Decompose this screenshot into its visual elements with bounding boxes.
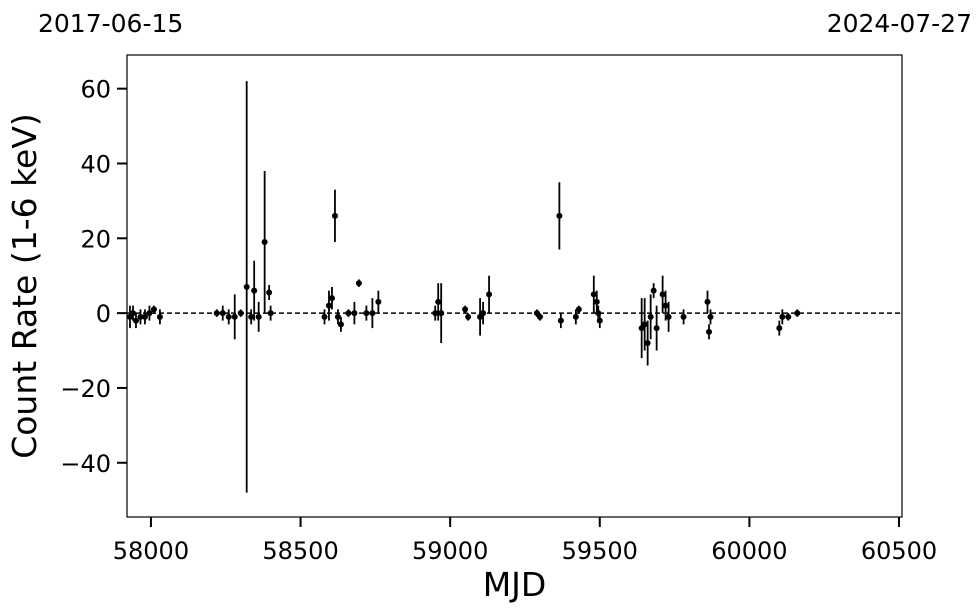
x-tick-label: 60500 bbox=[861, 537, 937, 565]
data-point bbox=[665, 313, 672, 320]
data-point bbox=[337, 321, 344, 328]
data-point bbox=[650, 287, 657, 294]
data-point bbox=[593, 298, 600, 305]
x-tick-label: 58000 bbox=[113, 537, 189, 565]
y-tick-label: −20 bbox=[60, 375, 111, 403]
data-point bbox=[225, 313, 232, 320]
data-point bbox=[590, 291, 597, 298]
y-axis-label: Count Rate (1-6 keV) bbox=[5, 113, 44, 459]
data-point bbox=[321, 313, 328, 320]
data-point bbox=[557, 317, 564, 324]
x-tick-label: 60000 bbox=[711, 537, 787, 565]
data-point bbox=[659, 291, 666, 298]
data-point bbox=[662, 302, 669, 309]
data-point bbox=[653, 325, 660, 332]
data-point bbox=[132, 317, 139, 324]
data-point bbox=[644, 340, 651, 347]
data-point bbox=[707, 313, 714, 320]
data-point bbox=[596, 317, 603, 324]
y-tick-label: 0 bbox=[96, 300, 111, 328]
data-point bbox=[251, 287, 258, 294]
data-point bbox=[266, 289, 273, 296]
y-tick-label: 20 bbox=[80, 225, 111, 253]
data-point bbox=[219, 310, 226, 317]
data-point bbox=[334, 313, 341, 320]
data-point bbox=[375, 298, 382, 305]
data-point bbox=[255, 313, 262, 320]
data-point bbox=[363, 310, 370, 317]
data-point bbox=[355, 280, 362, 287]
data-point bbox=[705, 328, 712, 335]
plot-frame bbox=[126, 54, 903, 518]
data-point bbox=[785, 313, 792, 320]
data-point bbox=[776, 325, 783, 332]
data-point bbox=[556, 212, 563, 219]
data-point bbox=[438, 310, 445, 317]
data-point bbox=[156, 313, 163, 320]
data-point bbox=[462, 306, 469, 313]
data-point bbox=[779, 313, 786, 320]
data-point bbox=[213, 310, 220, 317]
data-point bbox=[150, 306, 157, 313]
data-point bbox=[647, 313, 654, 320]
y-tick-label: 60 bbox=[80, 76, 111, 104]
data-point bbox=[794, 310, 801, 317]
data-point bbox=[536, 313, 543, 320]
data-point bbox=[146, 310, 153, 317]
data-point bbox=[345, 310, 352, 317]
data-point bbox=[435, 298, 442, 305]
data-point bbox=[704, 298, 711, 305]
x-tick-label: 58500 bbox=[262, 537, 338, 565]
data-point bbox=[248, 313, 255, 320]
data-point bbox=[141, 313, 148, 320]
data-point bbox=[231, 313, 238, 320]
data-point bbox=[129, 310, 136, 317]
data-point bbox=[325, 302, 332, 309]
annotation: 2017-06-15 bbox=[38, 9, 183, 38]
data-point bbox=[641, 321, 648, 328]
data-point bbox=[572, 313, 579, 320]
data-point bbox=[465, 313, 472, 320]
data-point bbox=[575, 306, 582, 313]
data-point bbox=[680, 313, 687, 320]
data-point bbox=[480, 310, 487, 317]
data-point bbox=[486, 291, 493, 298]
data-point bbox=[328, 295, 335, 302]
data-point bbox=[243, 283, 250, 290]
x-axis-label: MJD bbox=[483, 565, 547, 604]
data-point bbox=[137, 313, 144, 320]
data-point bbox=[237, 310, 244, 317]
x-tick-label: 59500 bbox=[562, 537, 638, 565]
data-point bbox=[331, 212, 338, 219]
x-tick-label: 59000 bbox=[412, 537, 488, 565]
data-point bbox=[267, 310, 274, 317]
annotation: 2024-07-27 bbox=[827, 9, 972, 38]
data-point bbox=[351, 310, 358, 317]
y-tick-label: 40 bbox=[80, 150, 111, 178]
y-tick-label: −40 bbox=[60, 450, 111, 478]
data-point bbox=[369, 310, 376, 317]
data-point bbox=[432, 310, 439, 317]
data-point bbox=[261, 239, 268, 246]
